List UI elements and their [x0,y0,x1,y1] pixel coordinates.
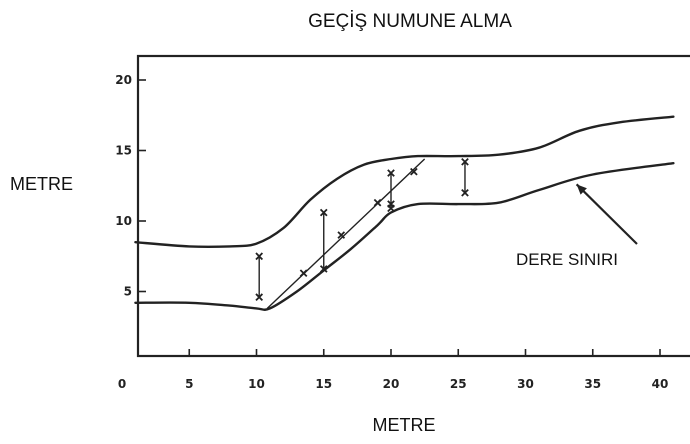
x-tick-label: 30 [517,377,534,391]
sample-point-marker [319,265,328,273]
x-tick-label: 15 [315,377,332,391]
plot-frame [136,54,690,358]
sample-point-marker [410,167,418,176]
annotation-arrow-head [576,184,587,195]
annotation-arrow-shaft [575,183,638,245]
x-tick-label: 10 [248,377,265,391]
sample-point-marker [255,252,264,261]
sample-point-marker [387,169,395,177]
sample-point-marker [337,231,346,239]
lower-boundary-line [134,162,675,311]
stream-boundary-label: DERE SINIRI [516,250,618,269]
plot-layer: 0 5 10 15 20 25 30 35 40 5 10 15 20 DERE SINIRI [115,73,675,391]
sample-point-marker [255,293,264,301]
sample-point-marker [373,198,382,207]
x-tick-label: 40 [652,377,669,391]
y-tick-label: 10 [115,214,132,228]
transect-line [266,158,426,309]
sample-point-marker [461,157,469,166]
x-tick-label: 35 [584,377,601,391]
y-tick-label: 15 [115,144,132,158]
sample-point-marker [299,269,308,278]
x-tick-label: 5 [185,377,193,391]
sample-point-marker [387,200,395,208]
x-axis-label: METRE [373,415,436,435]
chart-title: GEÇİŞ NUMUNE ALMA [308,11,512,32]
y-tick-label: 20 [115,73,132,87]
sample-point-marker [319,208,328,217]
upper-boundary-line [134,115,675,249]
x-tick-label: 25 [450,377,467,391]
x-tick-label: 20 [383,377,400,391]
sample-point-marker [461,188,469,197]
y-tick-label: 5 [124,285,132,299]
y-axis-label: METRE [10,174,73,194]
x-tick-label: 0 [118,377,126,391]
